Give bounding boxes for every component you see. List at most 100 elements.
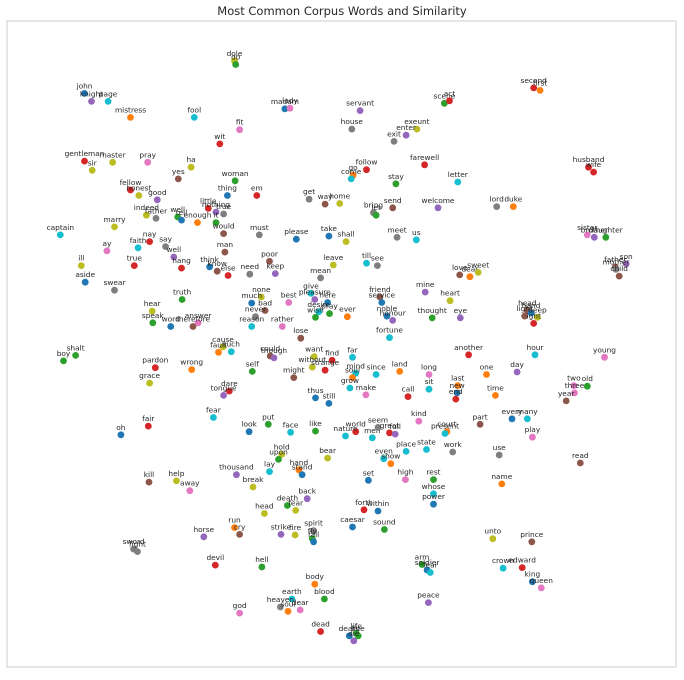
point-rest [430,476,437,483]
label-power: power [422,492,446,501]
point-page [104,98,112,105]
label-thought: thought [418,306,447,315]
label-caesar: caesar [340,515,366,524]
label-earth: earth [282,587,302,596]
label-madam: madam [271,97,299,106]
label-spirit: spirit [304,519,323,528]
point-unto [489,535,497,543]
label-yes: yes [172,167,185,176]
label-us: us [412,228,421,237]
label-thought2: though [261,346,287,355]
point-king [529,578,536,586]
label-land: land [392,359,408,368]
point-brother [590,233,598,241]
point-run [231,524,238,531]
point-death [284,502,291,509]
point-show [387,460,395,468]
point-need [246,270,254,278]
point-even [380,455,388,463]
label-welcome: welcome [422,196,455,205]
point-let [372,211,380,219]
label-never: never [245,305,267,314]
label-die: die [348,629,360,638]
point-fit [236,126,244,134]
point-stay [392,180,400,188]
label-till: till [362,251,371,260]
label-live: live [352,624,365,633]
label-see: see [371,254,384,263]
label-knight: knight [80,89,103,98]
point-never [252,313,259,321]
point-far [349,353,356,361]
point-dare [225,387,233,395]
label-head: head [518,299,537,308]
point-give [307,289,315,297]
point-welcome [434,204,442,212]
label-fear: fear [206,406,222,415]
point-scene [441,99,448,107]
point-blood [321,595,328,603]
point-mother2 [152,214,160,222]
label-away: away [180,479,200,488]
label-devil: devil [206,553,224,562]
label-hold: hold [274,442,290,451]
label-mind: mind [346,361,365,370]
label-exeunt: exeunt [404,117,429,126]
point-two [570,382,578,389]
label-present: present [431,422,459,431]
point-part [476,420,484,428]
label-sword: sword [123,537,145,546]
point-year [562,397,570,405]
label-letter: letter [448,170,469,179]
point-heaven [277,603,284,611]
label-thus: thus [307,386,323,395]
label-child: child [610,264,628,273]
point-good [153,196,161,204]
label-act: act [444,89,456,98]
point-leave [329,261,337,269]
point-wrong [188,366,196,373]
point-deep [534,313,541,321]
plot-area-frame [6,20,677,668]
point-help [173,477,180,485]
label-here: here [319,291,336,300]
label-meet: meet [387,225,406,234]
point-poor [266,257,273,265]
label-son: son [620,252,633,261]
point-home [336,200,344,207]
point-know [213,267,221,275]
label-pleasure: pleasure [299,288,331,297]
point-read [576,459,584,467]
point-service [378,299,386,306]
label-still: still [322,391,335,400]
label-must: must [250,223,269,232]
label-bear: bear [319,446,337,455]
point-follow [363,166,370,174]
point-well2 [170,253,178,261]
point-time [492,392,499,399]
label-dare: dare [221,379,238,388]
label-cry: cry [234,522,246,531]
point-do [232,61,240,68]
label-rather: rather [271,315,295,324]
label-time: time [487,383,504,392]
point-take [325,232,333,240]
point-marry [111,223,118,231]
label-find: find [325,348,339,357]
point-fool [190,114,198,121]
label-honest: honest [126,184,151,193]
point-work [449,448,457,456]
label-far: far [347,345,358,354]
label-well2: well [166,245,181,254]
label-men: men [364,426,381,435]
point-get [305,195,313,203]
point-john [81,90,88,97]
point-hold [278,451,286,458]
label-make: make [356,383,377,392]
point-come [347,175,355,183]
label-daughter: daughter [589,225,624,234]
label-upon: upon [269,447,288,456]
label-fear2: fear [288,498,304,507]
label-gentleman: gentleman [65,149,105,158]
label-friend: friend [369,285,391,294]
